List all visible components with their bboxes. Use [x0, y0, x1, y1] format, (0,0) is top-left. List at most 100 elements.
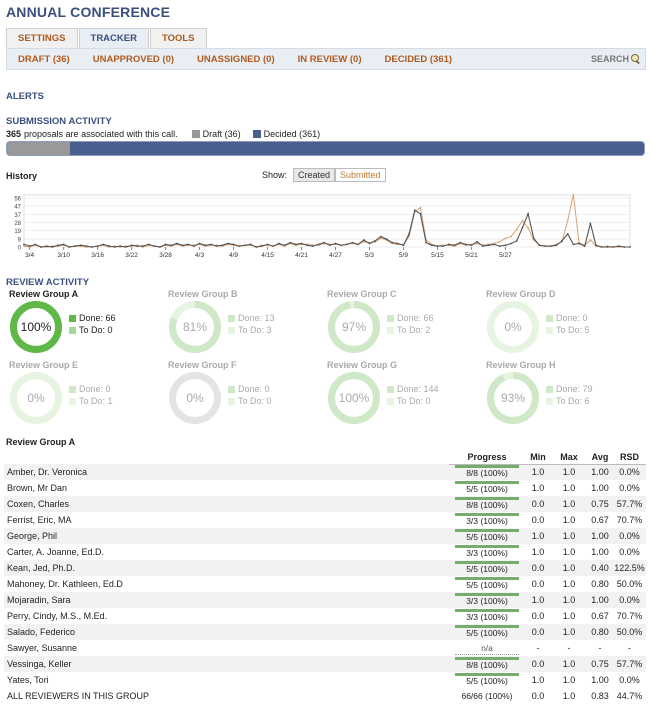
- todo-prefix: To Do:: [79, 325, 106, 335]
- chart-point: [323, 241, 326, 244]
- chart-point: [85, 245, 88, 248]
- reviewer-name[interactable]: Yates, Tori: [7, 675, 49, 685]
- subnav-draft[interactable]: DRAFT (36): [18, 53, 70, 65]
- tab-tracker[interactable]: TRACKER: [78, 28, 149, 49]
- review-group-f[interactable]: Review Group F 0% Done: 0 To Do: 0: [165, 360, 315, 428]
- reviewer-name[interactable]: Sawyer, Susanne: [7, 643, 78, 653]
- review-group-b[interactable]: Review Group B 81% Done: 13 To Do: 3: [165, 289, 315, 357]
- review-group-percent: 100%: [338, 391, 370, 405]
- subnav-decided[interactable]: DECIDED (361): [384, 53, 453, 65]
- review-group-g[interactable]: Review Group G 100% Done: 144 To Do: 0: [324, 360, 474, 428]
- chart-point: [402, 244, 405, 247]
- chart-point: [578, 242, 580, 245]
- subnav-unapproved[interactable]: UNAPPROVED (0): [92, 53, 175, 65]
- chart-point: [221, 244, 224, 247]
- chart-y-tick-label: 47: [14, 204, 21, 210]
- subnav-unassigned[interactable]: UNASSIGNED (0): [197, 53, 275, 65]
- progress-cell: 5/5 (100%): [449, 480, 525, 496]
- reviewer-name[interactable]: Ferrist, Eric, MA: [7, 515, 72, 525]
- chart-point: [57, 244, 59, 247]
- chart-point: [23, 245, 25, 248]
- table-row: Coxen, Charles 8/8 (100%) 0.0 1.0 0.75 57.7%: [4, 496, 646, 512]
- chart-point: [453, 244, 456, 247]
- max-value: -: [567, 643, 571, 653]
- show-created-button[interactable]: Created: [293, 168, 336, 182]
- col-progress: Progress: [449, 450, 525, 465]
- subnav-in-review[interactable]: IN REVIEW (0): [297, 53, 362, 65]
- review-group-donut: [10, 301, 62, 353]
- col-avg: Avg: [587, 450, 613, 465]
- chart-point: [142, 245, 144, 248]
- done-count: 13: [264, 313, 275, 323]
- review-group-a[interactable]: Review Group A 100% Done: 66 To Do: 0: [6, 289, 156, 357]
- chart-point: [277, 242, 280, 245]
- progress-cell: n/a: [449, 640, 525, 656]
- chart-point: [385, 238, 388, 241]
- chart-point: [544, 245, 546, 248]
- reviewer-name[interactable]: Vessinga, Keller: [4, 656, 449, 672]
- progress-value: 5/5 (100%): [455, 577, 519, 591]
- chart-point: [306, 244, 309, 247]
- min-value: 1.0: [531, 483, 545, 493]
- submission-activity-title: SUBMISSION ACTIVITY: [6, 116, 112, 127]
- reviewer-name[interactable]: Mahoney, Dr. Kathleen, Ed.D: [7, 579, 123, 589]
- chart-x-tick-label: 4/15: [261, 252, 274, 259]
- progress-value: 5/5 (100%): [455, 529, 519, 543]
- max-value: 1.0: [562, 515, 576, 525]
- show-submitted-button[interactable]: Submitted: [335, 168, 386, 182]
- chart-point: [470, 244, 473, 247]
- chart-point: [74, 245, 76, 248]
- rsd-value: 44.7%: [616, 691, 643, 701]
- chart-point: [62, 243, 65, 246]
- chart-point: [238, 245, 241, 248]
- min-value: 0.0: [531, 691, 545, 701]
- chart-point: [583, 245, 586, 248]
- chart-x-tick-label: 3/4: [25, 252, 34, 259]
- done-swatch: [387, 385, 394, 393]
- reviewer-name[interactable]: Kean, Jed, Ph.D.: [4, 560, 449, 576]
- progress-cell: 8/8 (100%): [449, 656, 525, 672]
- rsd-value: 50.0%: [613, 624, 646, 640]
- reviewer-name[interactable]: Carter, A. Joanne, Ed.D.: [7, 547, 105, 557]
- done-count: 79: [582, 384, 593, 394]
- review-group-donut: [487, 301, 539, 353]
- chart-point: [413, 209, 416, 212]
- todo-count: 0: [425, 396, 431, 406]
- chart-point: [209, 243, 212, 246]
- chart-point: [521, 219, 524, 222]
- reviewer-name[interactable]: Perry, Cindy, M.S., M.Ed.: [7, 611, 108, 621]
- chart-point: [159, 246, 161, 248]
- decided-legend: Decided (361): [263, 129, 321, 139]
- tab-tools[interactable]: TOOLS: [149, 28, 207, 49]
- max-value: 1.0: [551, 528, 587, 544]
- table-row: Perry, Cindy, M.S., M.Ed. 3/3 (100%) 0.0 1.…: [4, 608, 646, 624]
- review-group-c[interactable]: Review Group C 97% Done: 66 To Do: 2: [324, 289, 474, 357]
- reviewer-name[interactable]: Coxen, Charles: [4, 496, 449, 512]
- max-value: 1.0: [551, 592, 587, 608]
- review-group-e[interactable]: Review Group E 0% Done: 0 To Do: 1: [6, 360, 156, 428]
- reviewer-name[interactable]: Mojaradin, Sara: [4, 592, 449, 608]
- progress-value: 3/3 (100%): [455, 609, 519, 623]
- progress-cell: 5/5 (100%): [449, 528, 525, 544]
- review-group-d[interactable]: Review Group D 0% Done: 0 To Do: 5: [483, 289, 633, 357]
- reviewer-name[interactable]: George, Phil: [4, 528, 449, 544]
- chart-point: [532, 237, 535, 240]
- reviewer-name[interactable]: Salado, Federico: [4, 624, 449, 640]
- search-button[interactable]: SEARCH: [591, 54, 641, 64]
- reviewer-name[interactable]: Amber, Dr. Veronica: [4, 464, 449, 480]
- rsd-value: 0.0%: [619, 675, 640, 685]
- table-row: Kean, Jed, Ph.D. 5/5 (100%) 0.0 1.0 0.40 122.…: [4, 560, 646, 576]
- review-group-h[interactable]: Review Group H 93% Done: 79 To Do: 6: [483, 360, 633, 428]
- chart-point: [260, 245, 263, 248]
- review-group-percent: 97%: [341, 320, 367, 334]
- progress-cell: 5/5 (100%): [449, 560, 525, 576]
- progress-cell: 5/5 (100%): [449, 672, 525, 688]
- done-prefix: Done:: [556, 384, 581, 394]
- progress-value: n/a: [455, 642, 519, 655]
- chart-point: [510, 242, 512, 245]
- progress-cell: 5/5 (100%): [449, 576, 525, 592]
- reviewer-name[interactable]: Brown, Mr Dan: [7, 483, 68, 493]
- tab-settings[interactable]: SETTINGS: [6, 28, 78, 49]
- submission-progress-bar: [6, 141, 645, 156]
